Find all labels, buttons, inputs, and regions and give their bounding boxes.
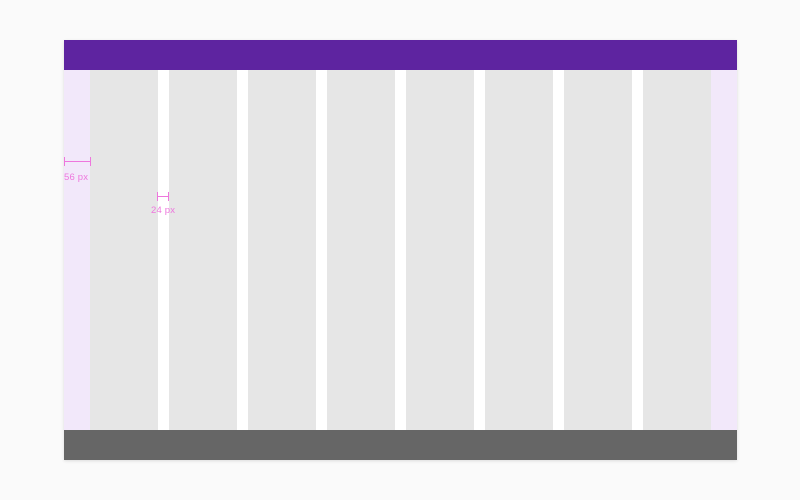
- margin-measurement: [64, 157, 91, 166]
- bottom-bar: [64, 430, 737, 460]
- layout-grid-frame: [64, 40, 737, 460]
- gutter-measure-tick-right: [168, 192, 169, 201]
- right-margin: [711, 70, 737, 430]
- grid-column-4: [327, 70, 395, 430]
- grid-column-6: [485, 70, 553, 430]
- grid-column-1: [90, 70, 158, 430]
- margin-measure-tick-right: [90, 157, 91, 166]
- gutter-measurement: [157, 192, 169, 201]
- margin-label: 56 px: [64, 172, 89, 183]
- margin-measure-line: [64, 161, 91, 162]
- gutter-label: 24 px: [151, 205, 176, 216]
- grid-column-7: [564, 70, 632, 430]
- grid-column-5: [406, 70, 474, 430]
- grid-column-8: [643, 70, 711, 430]
- gutter-measure-line: [157, 196, 169, 197]
- gutter-measure-tick-left: [157, 192, 158, 201]
- left-margin: [64, 70, 90, 430]
- margin-measure-tick-left: [64, 157, 65, 166]
- top-app-bar: [64, 40, 737, 70]
- grid-column-2: [169, 70, 237, 430]
- grid-column-3: [248, 70, 316, 430]
